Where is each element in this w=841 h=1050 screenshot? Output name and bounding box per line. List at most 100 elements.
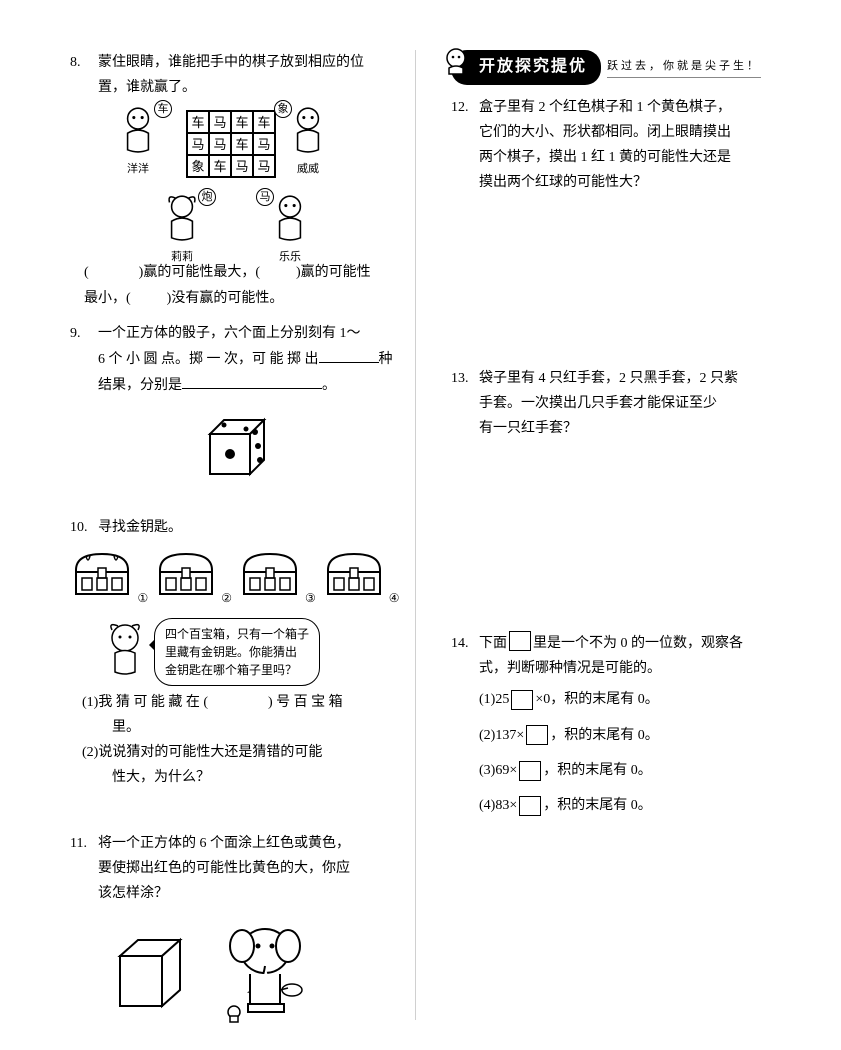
- grid-cell: 马: [209, 111, 231, 133]
- text: )赢的可能性最大，(: [139, 265, 260, 280]
- chest-label: ②: [221, 591, 232, 605]
- text: )赢的可能性: [296, 265, 371, 280]
- q14-num: 14.: [451, 631, 479, 656]
- q8-text1: 蒙住眼睛，谁能把手中的棋子放到相应的位: [98, 50, 364, 75]
- chest-label: ①: [137, 591, 148, 605]
- grid-cell: 马: [187, 133, 209, 155]
- text: (4)83×: [479, 798, 517, 813]
- banner-title: 开放探究提优: [451, 50, 601, 85]
- q11-text1: 将一个正方体的 6 个面涂上红色或黄色，: [98, 831, 350, 856]
- box-blank[interactable]: [509, 631, 531, 651]
- q9-text2: 6 个 小 圆 点。掷 一 次，可 能 掷 出: [98, 352, 319, 367]
- chest-1: ①: [70, 548, 148, 610]
- text: 两个棋子，摸出 1 红 1 黄的可能性大还是: [479, 150, 731, 165]
- text: )没有赢的可能性。: [167, 291, 284, 306]
- char-name: 莉莉: [158, 252, 206, 263]
- question-13: 13. 袋子里有 4 只红手套，2 只黑手套，2 只紫 手套。一次摸出几只手套才…: [451, 366, 781, 442]
- section-banner: 开放探究提优 跃过去，你就是尖子生！: [451, 50, 781, 85]
- chest-3: ③: [238, 548, 316, 610]
- char-name: 洋洋: [114, 164, 162, 175]
- box-blank[interactable]: [519, 796, 541, 816]
- q9-text1: 一个正方体的骰子，六个面上分别刻有 1～: [98, 321, 361, 346]
- text: 。: [322, 378, 336, 393]
- grid-cell: 车: [231, 111, 253, 133]
- chest-label: ④: [389, 591, 400, 605]
- q8-grid: 车 马 车 车 马 马 车 马 象 车 马 马: [186, 110, 276, 178]
- grid-cell: 马: [253, 155, 275, 177]
- grid-cell: 马: [209, 133, 231, 155]
- speech-bubble: 四个百宝箱，只有一个箱子 里藏有金钥匙。你能猜出 金钥匙在哪个箱子里吗？: [154, 618, 320, 686]
- text: ×0，积的末尾有 0。: [535, 692, 658, 707]
- badge-icon: 炮: [198, 188, 216, 206]
- q8-scene: 车 马 车 车 马 马 车 马 象 车 马 马: [108, 100, 400, 260]
- mascot-icon: [441, 46, 471, 76]
- question-9: 9. 一个正方体的骰子，六个面上分别刻有 1～ 6 个 小 圆 点。掷 一 次，…: [70, 321, 400, 505]
- cube-elephant-image: [100, 916, 400, 1026]
- character-lele: 马 乐乐: [266, 192, 314, 252]
- elephant-icon: [220, 916, 320, 1026]
- text: 里是一个不为 0 的一位数，观察各: [533, 631, 743, 656]
- banner-text: 开放探究提优: [479, 58, 587, 75]
- q9-text3: 结果，分别是: [98, 378, 182, 393]
- text: 里。: [112, 720, 140, 735]
- chest-4: ④: [322, 548, 400, 610]
- blank[interactable]: [182, 372, 322, 389]
- text: 有一只红手套？: [479, 421, 577, 436]
- q10-num: 10.: [70, 515, 98, 540]
- text: 要使掷出红色的可能性比黄色的大，你应: [98, 861, 350, 876]
- character-weiwei: 象 威威: [284, 104, 332, 164]
- box-blank[interactable]: [511, 690, 533, 710]
- question-10: 10. 寻找金钥匙。 ① ② ③ ④: [70, 515, 400, 791]
- text: ，积的末尾有 0。: [550, 728, 659, 743]
- q10-text: 寻找金钥匙。: [98, 515, 182, 540]
- q12-num: 12.: [451, 95, 479, 120]
- text: 它们的大小、形状都相同。闭上眼睛摸出: [479, 125, 731, 140]
- bubble-line: 里藏有金钥匙。你能猜出: [165, 643, 309, 661]
- text: (2)137×: [479, 728, 524, 743]
- text: 下面: [479, 631, 507, 656]
- blank[interactable]: [319, 346, 379, 363]
- char-name: 威威: [284, 164, 332, 175]
- box-blank[interactable]: [526, 725, 548, 745]
- text: (1)我 猜 可 能 藏 在 (: [82, 695, 208, 710]
- q8-num: 8.: [70, 50, 98, 75]
- q13-num: 13.: [451, 366, 479, 391]
- q9-num: 9.: [70, 321, 98, 346]
- text: 袋子里有 4 只红手套，2 只黑手套，2 只紫: [479, 366, 738, 391]
- text: ) 号 百 宝 箱: [268, 695, 343, 710]
- text: (2)说说猜对的可能性大还是猜错的可能: [82, 745, 322, 760]
- bubble-line: 四个百宝箱，只有一个箱子: [165, 625, 309, 643]
- text: 盒子里有 2 个红色棋子和 1 个黄色棋子，: [479, 95, 731, 120]
- chest-row: ① ② ③ ④: [70, 548, 400, 610]
- text: ，积的末尾有 0。: [543, 798, 652, 813]
- question-14: 14. 下面里是一个不为 0 的一位数，观察各 式，判断哪种情况是可能的。 (1…: [451, 631, 781, 818]
- text: 手套。一次摸出几只手套才能保证至少: [479, 396, 717, 411]
- grid-cell: 车: [231, 133, 253, 155]
- question-8: 8. 蒙住眼睛，谁能把手中的棋子放到相应的位 置，谁就赢了。 车 马 车 车 马…: [70, 50, 400, 311]
- banner-sub: 跃过去，你就是尖子生！: [607, 57, 761, 78]
- text: (3)69×: [479, 763, 517, 778]
- cube-icon: [100, 926, 200, 1026]
- text: 式，判断哪种情况是可能的。: [479, 661, 661, 676]
- grid-cell: 马: [231, 155, 253, 177]
- text: 摸出两个红球的可能性大？: [479, 175, 647, 190]
- paren-open: (: [84, 265, 89, 280]
- text: 该怎样涂？: [98, 886, 168, 901]
- q11-num: 11.: [70, 831, 98, 856]
- dice-image: [70, 406, 400, 505]
- char-name: 乐乐: [266, 252, 314, 263]
- grid-cell: 象: [187, 155, 209, 177]
- character-yangyang: 车 洋洋: [114, 104, 162, 164]
- grid-cell: 车: [253, 111, 275, 133]
- text: 性大，为什么？: [112, 770, 210, 785]
- text: 最小，(: [84, 291, 131, 306]
- grid-cell: 车: [187, 111, 209, 133]
- text: 种: [379, 352, 393, 367]
- left-column: 8. 蒙住眼睛，谁能把手中的棋子放到相应的位 置，谁就赢了。 车 马 车 车 马…: [70, 50, 416, 1020]
- chest-label: ③: [305, 591, 316, 605]
- speech-box: 四个百宝箱，只有一个箱子 里藏有金钥匙。你能猜出 金钥匙在哪个箱子里吗？: [100, 618, 400, 686]
- chest-2: ②: [154, 548, 232, 610]
- box-blank[interactable]: [519, 761, 541, 781]
- q8-text2: 置，谁就赢了。: [98, 80, 196, 95]
- bubble-line: 金钥匙在哪个箱子里吗？: [165, 661, 309, 679]
